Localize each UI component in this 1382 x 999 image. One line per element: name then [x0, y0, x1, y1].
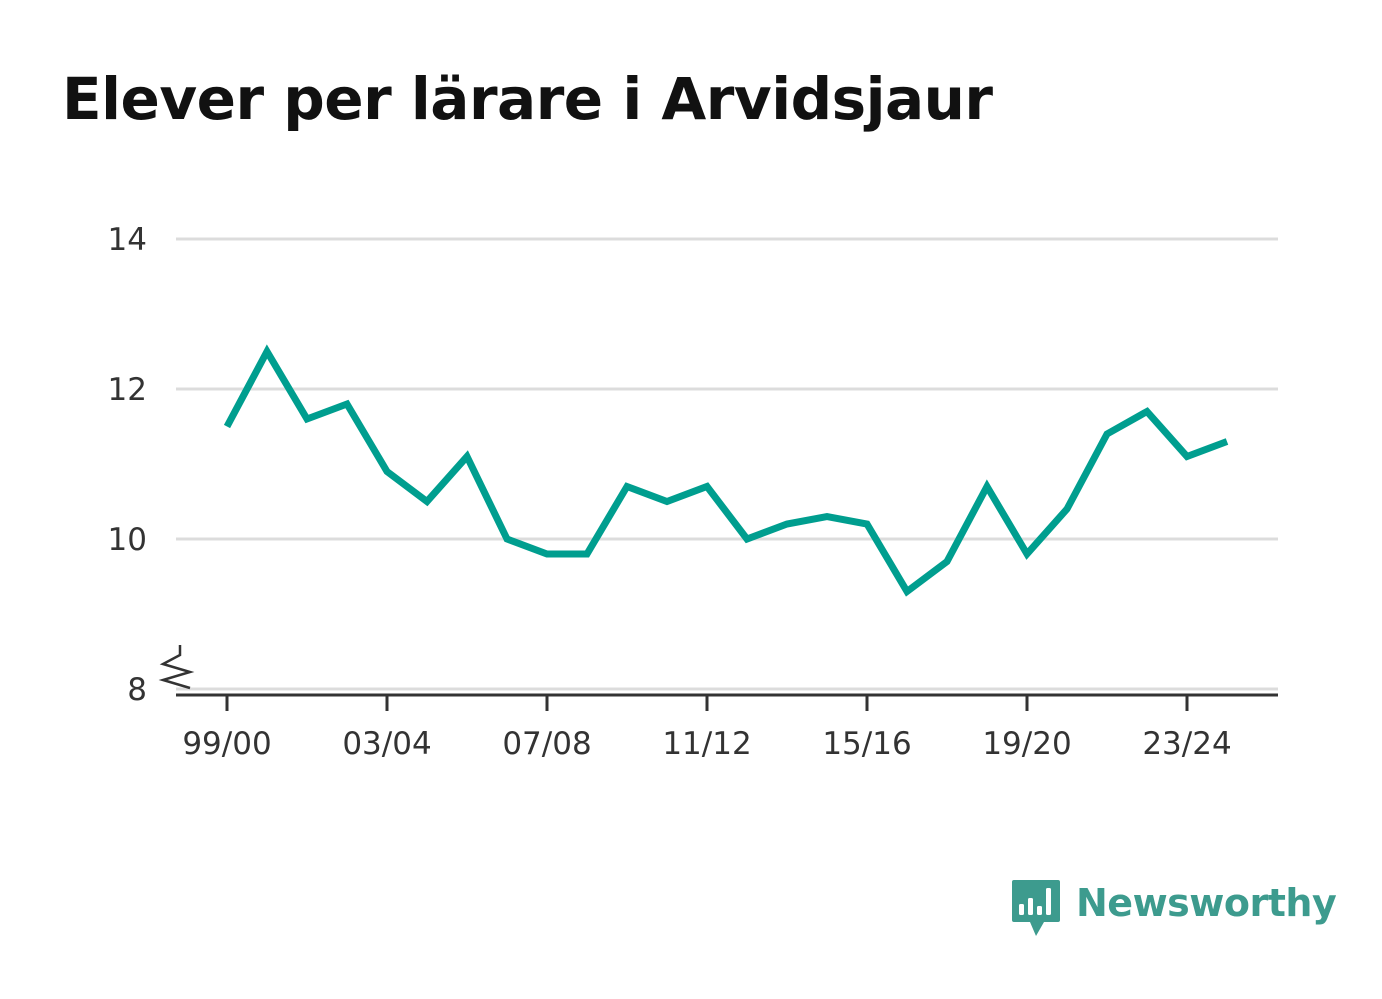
y-tick-label: 10 [108, 522, 147, 558]
x-tick-label: 03/04 [342, 726, 431, 762]
x-tick-label: 23/24 [1142, 726, 1231, 762]
newsworthy-logo-icon [1012, 880, 1060, 936]
x-tick-label: 15/16 [822, 726, 911, 762]
x-tick-label: 19/20 [982, 726, 1071, 762]
axes [158, 645, 1278, 711]
y-axis-break-icon [158, 645, 195, 690]
series-line-0 [223, 344, 1229, 597]
chart-title: Elever per lärare i Arvidsjaur [62, 65, 993, 133]
x-tick-label: 99/00 [182, 726, 271, 762]
grid-lines [176, 237, 1278, 691]
series-lines [223, 344, 1229, 597]
brand-logo: Newsworthy [1010, 878, 1337, 938]
x-tick-label: 11/12 [662, 726, 751, 762]
y-tick-labels: 8 10 12 14 [108, 222, 147, 708]
y-tick-label: 12 [108, 372, 147, 408]
y-tick-label: 14 [108, 222, 147, 258]
x-tick-label: 07/08 [502, 726, 591, 762]
y-tick-label: 8 [127, 672, 147, 708]
x-tick-labels: 99/00 03/04 07/08 11/12 15/16 19/20 23/24 [182, 726, 1231, 762]
brand-name: Newsworthy [1076, 881, 1337, 925]
